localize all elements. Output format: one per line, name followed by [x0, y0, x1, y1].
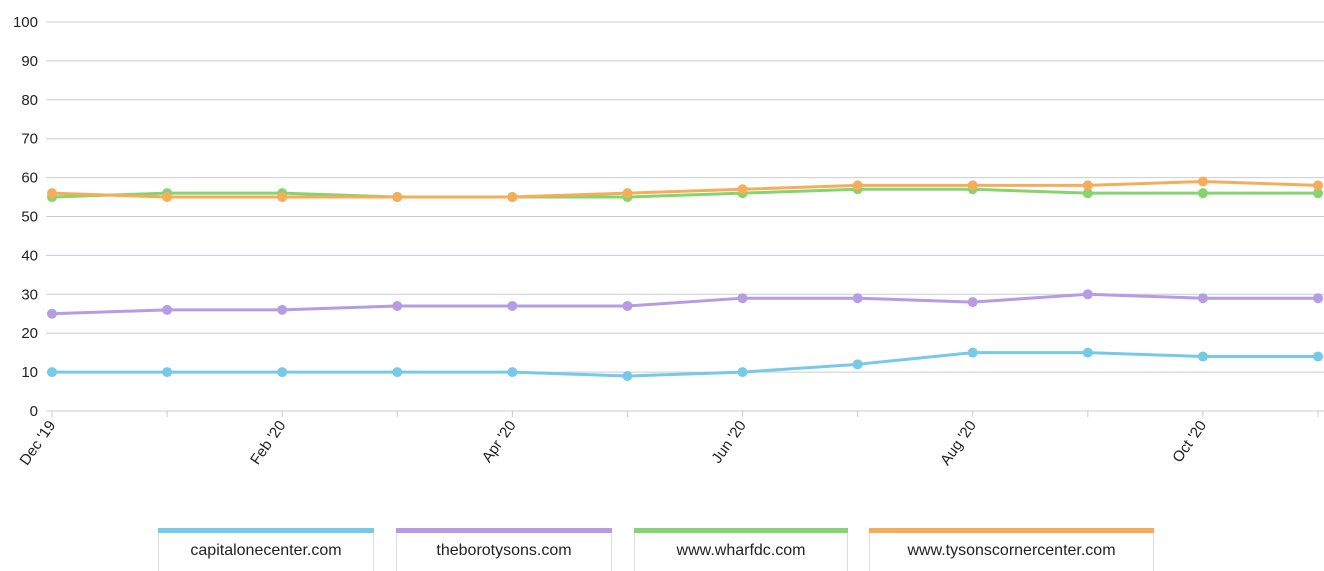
series-group: [47, 176, 1323, 381]
legend-label: theborotysons.com: [436, 542, 572, 559]
legend-label: www.wharfdc.com: [676, 542, 806, 559]
data-point[interactable]: [277, 192, 288, 203]
data-point[interactable]: [1197, 293, 1208, 304]
x-tick-label: Apr '20: [479, 418, 520, 466]
data-point[interactable]: [737, 367, 748, 378]
data-point[interactable]: [277, 304, 288, 315]
series-www.tysonscornercenter.com: [47, 176, 1323, 203]
series-theborotysons.com: [47, 289, 1323, 319]
data-point[interactable]: [162, 367, 173, 378]
data-point[interactable]: [852, 359, 863, 370]
data-point[interactable]: [1082, 188, 1093, 199]
line-chart: 0 10 20 30 40 50 60 70 80 90 100 Dec '19 Feb '20 Apr…: [13, 14, 1324, 469]
legend: capitalonecenter.com theborotysons.com w…: [158, 528, 1158, 571]
y-axis: 0 10 20 30 40 50 60 70 80 90 100: [13, 14, 38, 420]
data-point[interactable]: [507, 192, 518, 203]
data-point[interactable]: [1082, 180, 1093, 191]
y-tick-label: 100: [13, 14, 38, 31]
data-point[interactable]: [47, 308, 57, 319]
data-point[interactable]: [162, 192, 173, 203]
series-line: [51, 179, 1319, 199]
data-point[interactable]: [967, 297, 978, 308]
legend-item-tysonscornercenter[interactable]: www.tysonscornercenter.com: [869, 528, 1154, 571]
legend-item-wharfdc[interactable]: www.wharfdc.com: [634, 528, 848, 571]
legend-item-capitalonecenter[interactable]: capitalonecenter.com: [158, 528, 374, 571]
data-point[interactable]: [1197, 351, 1208, 362]
y-tick-label: 30: [21, 286, 38, 303]
data-point[interactable]: [162, 304, 173, 315]
data-point[interactable]: [392, 300, 403, 311]
x-tick-label: Dec '19: [16, 418, 59, 469]
legend-swatch: [869, 528, 1154, 533]
data-point[interactable]: [852, 293, 863, 304]
series-line: [51, 187, 1318, 199]
data-point[interactable]: [622, 300, 633, 311]
data-point[interactable]: [1082, 347, 1093, 358]
y-tick-label: 40: [21, 247, 38, 264]
y-tick-label: 10: [21, 364, 38, 381]
y-tick-label: 50: [21, 209, 38, 226]
data-point[interactable]: [1313, 188, 1323, 199]
legend-swatch: [158, 528, 374, 533]
data-point[interactable]: [622, 370, 633, 381]
data-point[interactable]: [852, 180, 863, 191]
legend-swatch: [396, 528, 612, 533]
legend-label: www.tysonscornercenter.com: [907, 542, 1116, 559]
y-tick-label: 60: [21, 170, 38, 187]
series-line: [52, 351, 1318, 378]
data-point[interactable]: [507, 300, 518, 311]
data-point[interactable]: [1197, 176, 1208, 187]
y-tick-label: 90: [21, 53, 38, 70]
gridlines: [46, 21, 1324, 412]
legend-swatch: [634, 528, 848, 533]
data-point[interactable]: [967, 347, 978, 358]
x-axis: Dec '19 Feb '20 Apr '20 Jun '20 Aug '20 Oct '…: [16, 411, 1319, 469]
data-point[interactable]: [47, 367, 57, 378]
legend-item-theborotysons[interactable]: theborotysons.com: [396, 528, 612, 571]
data-point[interactable]: [1197, 188, 1208, 199]
y-tick-label: 0: [30, 403, 38, 420]
x-tick-label: Feb '20: [247, 418, 289, 468]
data-point[interactable]: [47, 188, 57, 199]
x-tick-label: Jun '20: [708, 418, 749, 467]
data-point[interactable]: [277, 367, 288, 378]
data-point[interactable]: [737, 184, 748, 195]
series-line: [51, 292, 1318, 316]
data-point[interactable]: [737, 293, 748, 304]
data-point[interactable]: [1313, 180, 1323, 191]
y-tick-label: 70: [21, 131, 38, 148]
data-point[interactable]: [967, 180, 978, 191]
x-tick-label: Oct '20: [1169, 418, 1210, 466]
data-point[interactable]: [392, 367, 403, 378]
y-tick-label: 20: [21, 325, 38, 342]
data-point[interactable]: [622, 188, 633, 199]
y-tick-label: 80: [21, 92, 38, 109]
series-capitalonecenter.com: [47, 347, 1323, 381]
x-tick-label: Aug '20: [937, 418, 980, 469]
series-www.wharfdc.com: [47, 184, 1323, 203]
data-point[interactable]: [1082, 289, 1093, 300]
data-point[interactable]: [1313, 293, 1323, 304]
data-point[interactable]: [392, 192, 403, 203]
data-point[interactable]: [507, 367, 518, 378]
data-point[interactable]: [1313, 351, 1323, 362]
legend-label: capitalonecenter.com: [190, 542, 342, 559]
